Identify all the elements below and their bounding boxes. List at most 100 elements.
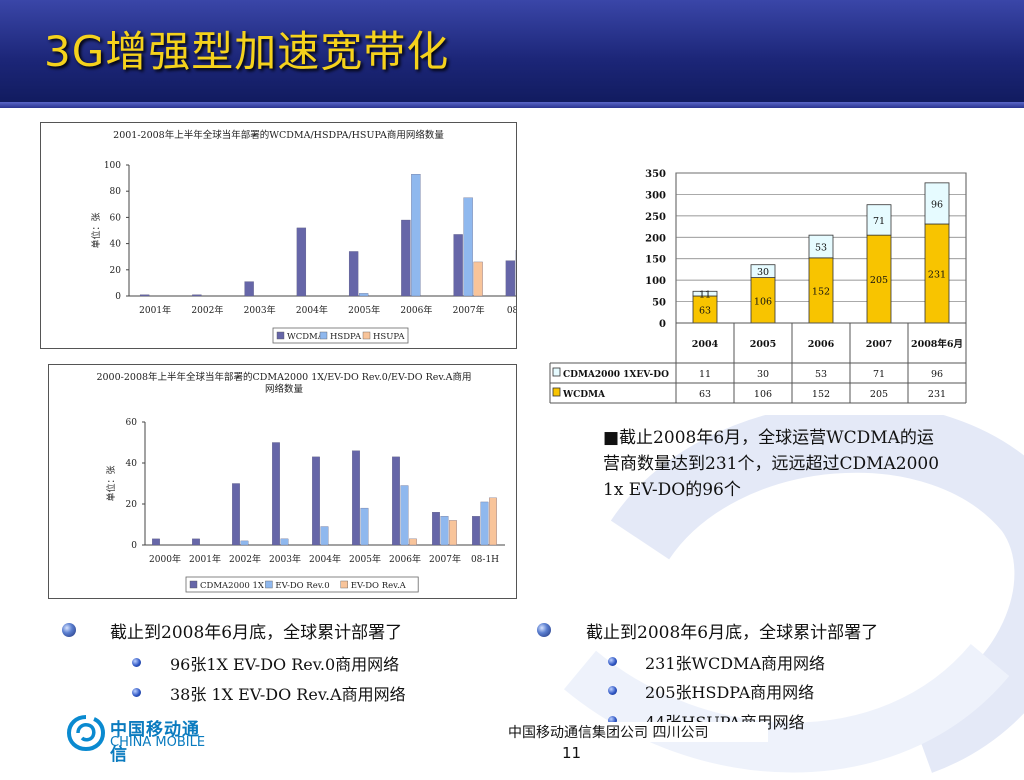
bar-wcdma: [192, 295, 201, 296]
y-tick-label: 50: [652, 298, 666, 309]
legend-swatch: [553, 368, 560, 376]
legend-label: WCDMA: [287, 332, 325, 342]
y-tick-label: 150: [645, 255, 666, 266]
bar-ev-do-rev-a: [409, 539, 417, 545]
table-cell: 152: [812, 389, 830, 400]
y-tick-label: 20: [126, 500, 138, 510]
legend-label: CDMA2000 1X: [200, 581, 265, 591]
x-tick-label: 2001年: [139, 304, 171, 316]
bar-wcdma: [349, 251, 358, 296]
bullet-icon: [62, 623, 76, 637]
bullet-icon: [608, 657, 617, 666]
legend-swatch: [553, 388, 560, 396]
legend-swatch: [265, 581, 272, 588]
table-cell: 53: [815, 369, 827, 380]
x-tick-label: 2002年: [191, 304, 223, 316]
page-title: 3G增强型加速宽带化: [44, 18, 449, 79]
bar-wcdma: [245, 282, 254, 296]
y-tick-label: 300: [645, 190, 666, 201]
data-label: 152: [812, 286, 830, 297]
x-tick-label: 2006年: [400, 304, 432, 316]
bar-cdma2000-1x: [312, 457, 320, 545]
bar-hsupa: [474, 262, 483, 296]
table-cell: 231: [928, 389, 946, 400]
bar-ev-do-rev-0: [361, 508, 369, 545]
x-tick-label: 2005: [750, 339, 776, 350]
right-bullet-item: 205张HSDPA商用网络: [645, 679, 814, 703]
x-tick-label: 2004: [692, 339, 719, 350]
bar-wcdma: [297, 228, 306, 296]
bar-wcdma: [506, 261, 515, 296]
legend-label: EV-DO Rev.0: [275, 581, 329, 591]
x-tick-label: 2003年: [244, 304, 276, 316]
right-bullet-item: 231张WCDMA商用网络: [645, 650, 825, 674]
y-tick-label: 0: [131, 541, 137, 551]
y-tick-label: 0: [115, 292, 121, 302]
x-tick-label: 2007年: [453, 304, 485, 316]
bar-cdma2000-1x: [472, 516, 480, 545]
bar-wcdma: [401, 220, 410, 296]
bar-cdma2000-1x: [392, 457, 400, 545]
bullet-icon: [537, 623, 551, 637]
x-tick-label: 2007年: [429, 553, 461, 565]
y-tick-label: 250: [645, 212, 666, 223]
x-tick-label: 08-1H: [507, 306, 516, 316]
x-tick-label: 2007: [866, 339, 892, 350]
x-tick-label: 2005年: [348, 304, 380, 316]
data-label: 53: [815, 243, 827, 254]
china-mobile-logo: 中国移动通信 CHINA MOBILE: [66, 714, 216, 754]
legend-label: EV-DO Rev.A: [351, 581, 407, 591]
data-label: 96: [931, 199, 943, 210]
legend-label: HSUPA: [373, 332, 405, 342]
chart-wcdma-panel: 2001-2008年上半年全球当年部署的WCDMA/HSDPA/HSUPA商用网…: [40, 122, 517, 349]
bullet-icon: [132, 658, 141, 667]
comparison-note: ■截止2008年6月，全球运营WCDMA的运营商数量达到231个，远远超过CDM…: [603, 425, 943, 503]
legend-label: HSDPA: [330, 332, 362, 342]
bar-ev-do-rev-0: [321, 527, 329, 545]
x-tick-label: 2008年6月: [911, 338, 963, 350]
y-tick-label: 60: [126, 418, 138, 428]
x-tick-label: 2001年: [189, 553, 221, 565]
chart3-svg: 0501001502002503003506311106301525320571…: [540, 163, 976, 415]
bar-ev-do-rev-a: [449, 520, 457, 545]
y-tick-label: 100: [104, 161, 121, 171]
bar-ev-do-rev-0: [481, 502, 489, 545]
logo-en-text: CHINA MOBILE: [110, 735, 205, 750]
data-label: 11: [699, 290, 711, 301]
series-name: WCDMA: [562, 390, 606, 400]
y-tick-label: 40: [126, 459, 138, 469]
bar-ev-do-rev-0: [441, 516, 449, 545]
bar-cdma2000-1x: [272, 443, 280, 546]
data-label: 30: [757, 267, 769, 278]
bar-cdma2000-1x: [352, 451, 360, 545]
china-mobile-logo-icon: [66, 714, 106, 752]
bar-ev-do-rev-a: [489, 498, 497, 545]
series-name: CDMA2000 1XEV-DO: [563, 370, 669, 380]
table-cell: 106: [754, 389, 772, 400]
chart-cdma-panel: 2000-2008年上半年全球当年部署的CDMA2000 1X/EV-DO Re…: [48, 364, 517, 599]
y-axis-label: 单位：张: [105, 465, 117, 501]
bar-hsdpa: [411, 174, 420, 296]
x-tick-label: 08-1H: [471, 555, 499, 565]
bar-cdma2000-1x: [432, 512, 440, 545]
legend-swatch: [320, 332, 327, 339]
data-label: 231: [928, 270, 946, 281]
table-cell: 63: [699, 389, 711, 400]
page-number: 11: [562, 744, 581, 762]
y-tick-label: 40: [110, 240, 122, 250]
left-bullet-item: 38张 1X EV-DO Rev.A商用网络: [170, 681, 406, 705]
x-tick-label: 2006年: [389, 553, 421, 565]
x-tick-label: 2003年: [269, 553, 301, 565]
table-cell: 205: [870, 389, 888, 400]
bar-hsdpa: [464, 198, 473, 296]
bar-ev-do-rev-0: [401, 486, 409, 545]
y-tick-label: 80: [110, 187, 122, 197]
bar-cdma2000-1x: [152, 539, 160, 545]
bar-wcdma: [140, 295, 149, 296]
x-tick-label: 2004年: [309, 553, 341, 565]
y-tick-label: 60: [110, 213, 122, 223]
bar-wcdma: [454, 234, 463, 296]
y-axis-label: 单位：张: [90, 212, 102, 248]
